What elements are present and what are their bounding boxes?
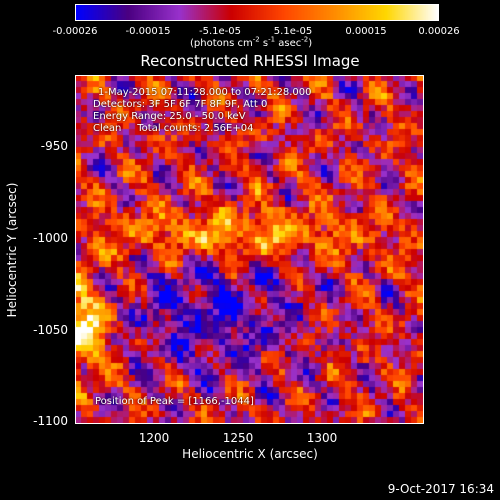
- colorbar-tick-label: 0.00015: [345, 26, 387, 37]
- colorbar-tick-label: 5.1e-05: [273, 26, 313, 37]
- x-tick-label: 1250: [222, 431, 254, 445]
- overlay-time-range: 1-May-2015 07:11:28.000 to 07:21:28.000: [98, 87, 312, 98]
- y-tick-label: -1000: [33, 231, 68, 245]
- colorbar-tick-label: 0.00026: [418, 26, 460, 37]
- y-tick-label: -1050: [33, 323, 68, 337]
- footer-timestamp: 9-Oct-2017 16:34: [387, 482, 494, 496]
- colorbar-tick-label: -5.1e-05: [199, 26, 241, 37]
- overlay-detectors: Detectors: 3F 5F 6F 7F 8F 9F, Att 0: [93, 99, 268, 110]
- x-tick-label: 1200: [138, 431, 170, 445]
- overlay-peak-position: Position of Peak = [1166,-1044]: [95, 396, 254, 407]
- x-axis-label: Heliocentric X (arcsec): [182, 447, 318, 461]
- colorbar-tick-label: -0.00026: [52, 26, 98, 37]
- overlay-energy-range: Energy Range: 25.0 - 50.0 keV: [93, 111, 246, 122]
- y-axis-label: Heliocentric Y (arcsec): [5, 182, 19, 318]
- plot-area: 1-May-2015 07:11:28.000 to 07:21:28.000 …: [75, 75, 424, 424]
- overlay-method-counts: Clean Total counts: 2.56E+04: [93, 123, 254, 134]
- colorbar: [75, 4, 439, 21]
- x-tick-label: 1300: [306, 431, 338, 445]
- rhessi-image-heatmap: [76, 76, 423, 423]
- y-tick-label: -950: [40, 139, 68, 153]
- colorbar-units: (photons cm-2 s-1 asec-2): [190, 35, 313, 49]
- y-tick-label: -1100: [33, 414, 68, 428]
- colorbar-tick-label: -0.00015: [125, 26, 171, 37]
- plot-title: Reconstructed RHESSI Image: [140, 52, 360, 70]
